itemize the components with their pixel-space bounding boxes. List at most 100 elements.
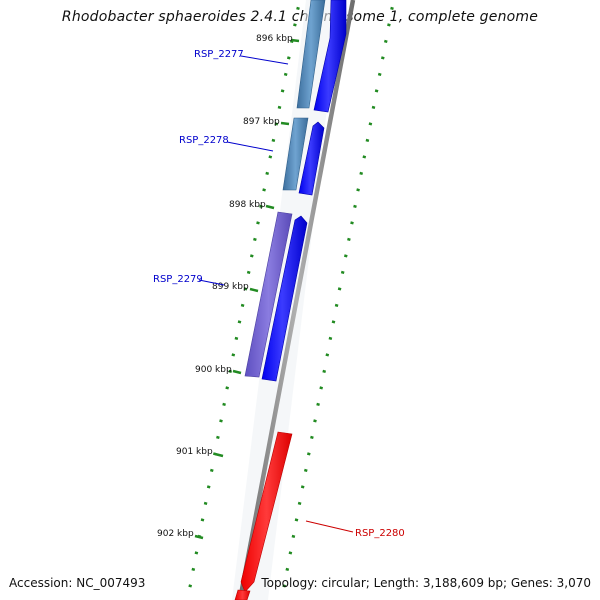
minor-tick [285,567,290,572]
minor-tick [316,402,320,407]
minor-tick [289,39,294,44]
minor-tick [297,501,302,506]
gene-next-partial[interactable] [234,589,251,600]
accession-text: Accession: NC_007493 [9,576,146,590]
kbp-tick-896: 896 kbp [256,34,300,44]
gene-label-text: RSP_2278 [179,135,229,146]
gene-rsp-2280[interactable] [240,431,293,593]
minor-tick [343,254,348,258]
minor-tick [262,188,266,192]
kbp-tick-898: 898 kbp [229,200,275,210]
minor-tick [319,386,324,390]
kbp-tick-901: 901 kbp [176,447,224,458]
topology-text: Topology: circular; Length: 3,188,609 bp… [261,576,591,590]
minor-tick [322,369,327,374]
minor-tick [234,336,239,341]
minor-tick [277,105,282,110]
minor-tick [286,56,291,60]
label-rsp-2280[interactable]: RSP_2280 [305,520,405,539]
minor-tick [371,105,376,110]
minor-tick [325,353,330,357]
minor-tick [259,204,263,209]
minor-tick [303,468,308,473]
minor-tick [347,237,351,242]
minor-tick [368,122,373,126]
gene-label-text: RSP_2277 [194,49,244,60]
minor-tick [203,501,208,506]
minor-tick [337,287,342,291]
minor-tick [306,452,311,456]
kbp-label: 897 kbp [243,117,280,127]
minor-tick [293,23,297,27]
minor-tick [387,23,391,27]
cds-rsp-2278[interactable] [282,117,309,191]
minor-tick [383,39,388,44]
minor-tick [243,287,248,291]
minor-tick [377,72,382,77]
kbp-label: 898 kbp [229,200,266,210]
kbp-tick-899: 899 kbp [212,282,259,293]
minor-tick [256,221,260,225]
kbp-label: 901 kbp [176,447,213,457]
minor-tick [219,419,223,423]
minor-tick [206,485,211,489]
gene-rsp-2277[interactable] [313,0,347,113]
kbp-label: 900 kbp [195,365,232,375]
label-rsp-2277[interactable]: RSP_2277 [194,49,289,65]
minor-tick [313,419,317,423]
minor-tick [390,6,394,11]
kbp-tick-902: 902 kbp [157,529,204,540]
minor-tick [265,171,270,176]
label-rsp-2278[interactable]: RSP_2278 [179,135,274,152]
minor-tick [191,567,196,572]
minor-tick [194,551,199,555]
minor-tick [331,320,336,324]
minor-tick [228,369,233,374]
minor-tick [374,89,379,93]
gene-label-text: RSP_2280 [355,528,405,539]
minor-tick [340,270,345,275]
minor-tick [249,254,254,258]
minor-tick [271,138,276,143]
kbp-tick-897: 897 kbp [243,117,290,127]
minor-tick [365,138,370,143]
cds-rsp-2279[interactable] [244,211,293,378]
minor-tick [222,402,226,407]
minor-tick [280,89,285,93]
gene-rsp-2278[interactable] [298,121,325,196]
backbone-line [237,0,356,600]
minor-tick [356,188,360,192]
minor-tick [209,468,214,473]
kbp-label: 896 kbp [256,34,293,44]
minor-tick [268,155,273,159]
gene-rsp-2279[interactable] [261,215,308,382]
minor-tick [334,303,339,308]
minor-tick [300,485,305,489]
minor-tick [237,320,242,324]
minor-tick [350,221,354,225]
kbp-label: 902 kbp [157,529,194,539]
minor-tick [359,171,364,176]
minor-tick [188,584,193,588]
minor-tick [246,270,251,275]
minor-tick [216,435,220,440]
kbp-tick-900: 900 kbp [195,365,242,375]
minor-tick [283,72,288,77]
map-title: Rhodobacter sphaeroides 2.4.1 chromosome… [61,9,539,25]
minor-tick [380,56,385,60]
minor-tick [296,6,300,11]
minor-tick [328,336,333,341]
kbp-label: 899 kbp [212,282,249,292]
minor-tick [231,353,236,357]
label-rsp-2279[interactable]: RSP_2279 [153,274,225,286]
minor-tick [225,386,230,390]
minor-tick [291,534,296,539]
minor-tick [362,155,367,159]
minor-tick [294,518,299,522]
minor-tick [353,204,357,209]
cds-rsp-2277[interactable] [296,0,326,109]
minor-tick [200,518,205,522]
minor-tick [274,122,279,126]
minor-tick [282,584,287,588]
